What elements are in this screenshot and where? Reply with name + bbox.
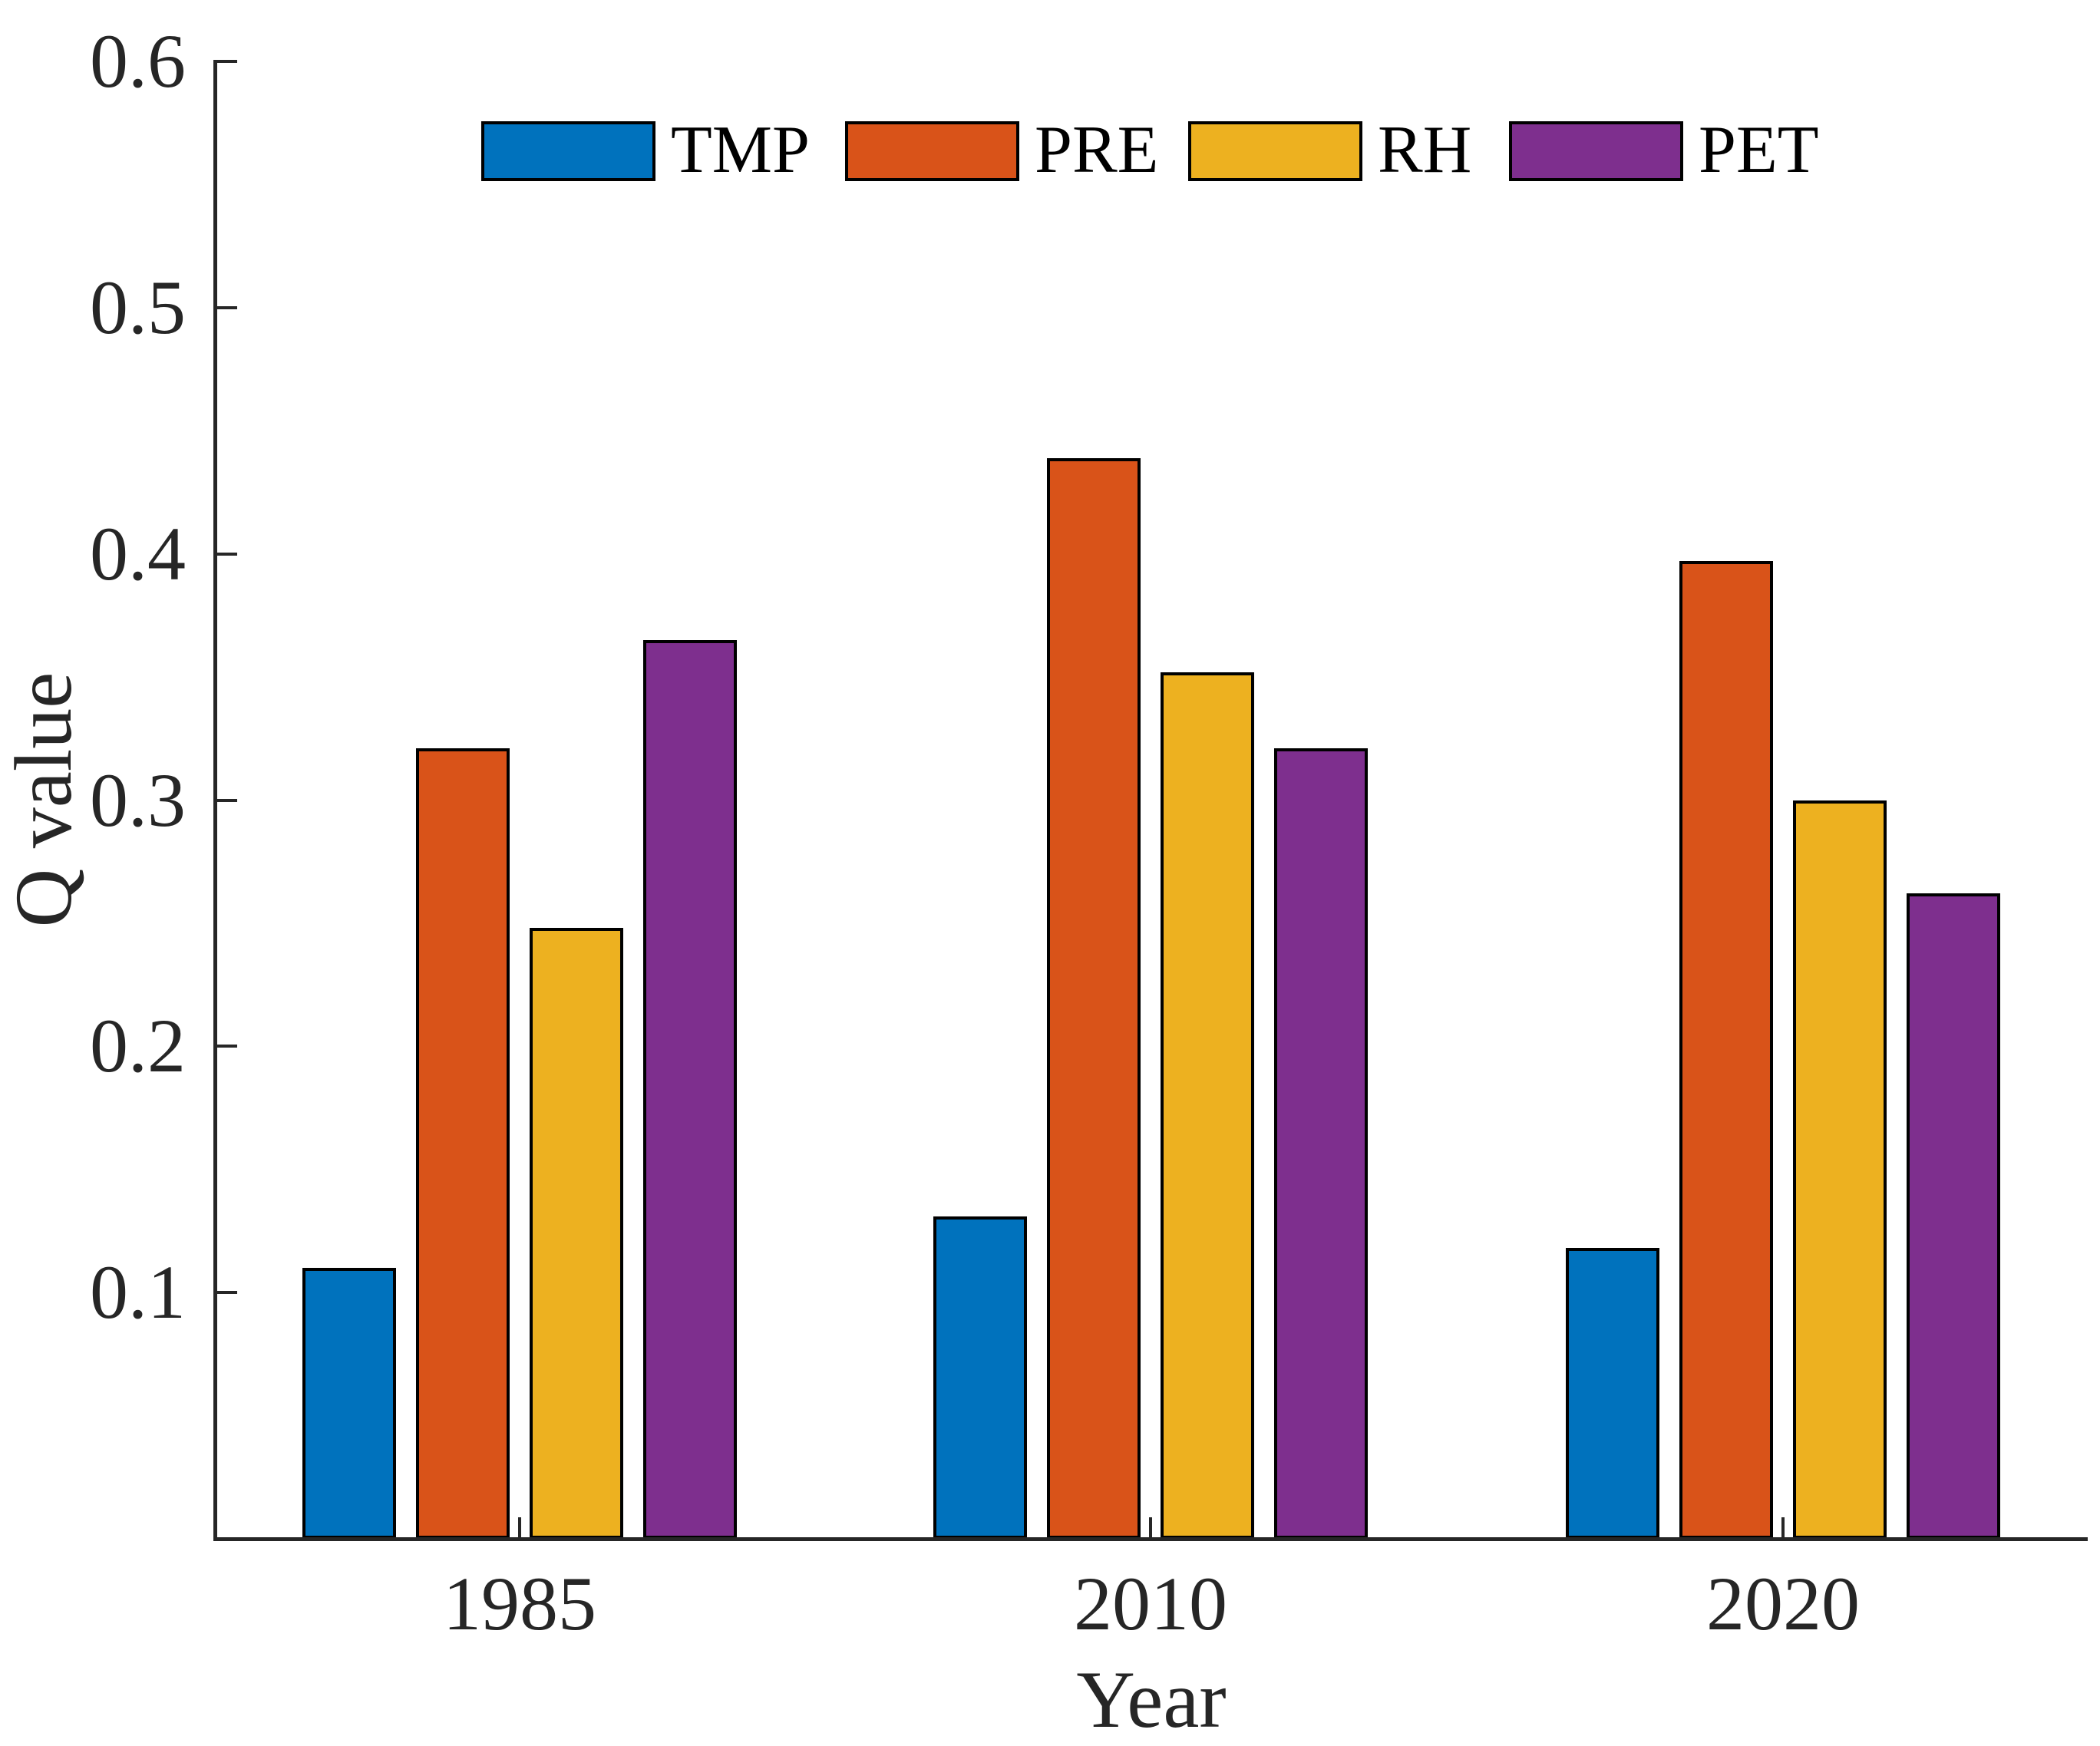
y-tick-mark-0.2 xyxy=(217,1045,237,1048)
bar-PRE-1985 xyxy=(416,748,510,1539)
bar-PET-2020 xyxy=(1907,893,2000,1539)
y-tick-label-0.6: 0.6 xyxy=(90,18,186,104)
y-axis-title: Q value xyxy=(0,672,88,928)
legend-label-PET: PET xyxy=(1699,113,1819,187)
bar-RH-2020 xyxy=(1793,800,1887,1539)
bar-PET-1985 xyxy=(643,639,737,1539)
y-tick-label-0.5: 0.5 xyxy=(90,264,186,350)
y-tick-mark-0.1 xyxy=(217,1291,237,1295)
legend-swatch-TMP xyxy=(481,121,655,181)
x-tick-mark-2010 xyxy=(1149,1517,1152,1537)
y-tick-label-0.3: 0.3 xyxy=(90,757,186,843)
x-tick-mark-2020 xyxy=(1781,1517,1785,1537)
bar-PET-2010 xyxy=(1274,748,1368,1539)
y-tick-mark-0.6 xyxy=(217,60,237,63)
legend-label-RH: RH xyxy=(1378,113,1472,187)
legend-swatch-PET xyxy=(1509,121,1683,181)
bar-TMP-1985 xyxy=(302,1268,396,1539)
y-tick-mark-0.3 xyxy=(217,798,237,802)
y-tick-mark-0.5 xyxy=(217,305,237,309)
x-axis-title: Year xyxy=(1076,1655,1227,1744)
x-axis-line xyxy=(213,1537,2088,1541)
legend-label-PRE: PRE xyxy=(1035,113,1159,187)
bar-RH-2010 xyxy=(1161,672,1254,1539)
x-tick-label-2010: 2010 xyxy=(1074,1561,1227,1646)
y-tick-mark-0.4 xyxy=(217,552,237,556)
legend-label-TMP: TMP xyxy=(671,113,810,187)
x-tick-mark-1985 xyxy=(518,1517,521,1537)
bar-RH-1985 xyxy=(530,928,623,1539)
legend-swatch-PRE xyxy=(845,121,1019,181)
y-axis-line xyxy=(213,60,217,1541)
bar-TMP-2020 xyxy=(1566,1248,1659,1539)
bar-PRE-2020 xyxy=(1679,561,1773,1539)
x-tick-label-1985: 1985 xyxy=(443,1561,596,1646)
y-tick-label-0.1: 0.1 xyxy=(90,1249,186,1335)
y-tick-label-0.2: 0.2 xyxy=(90,1003,186,1089)
bar-TMP-2010 xyxy=(933,1216,1027,1539)
y-tick-label-0.4: 0.4 xyxy=(90,510,186,596)
x-tick-label-2020: 2020 xyxy=(1706,1561,1860,1646)
legend-swatch-RH xyxy=(1188,121,1362,181)
bar-PRE-2010 xyxy=(1047,457,1141,1539)
